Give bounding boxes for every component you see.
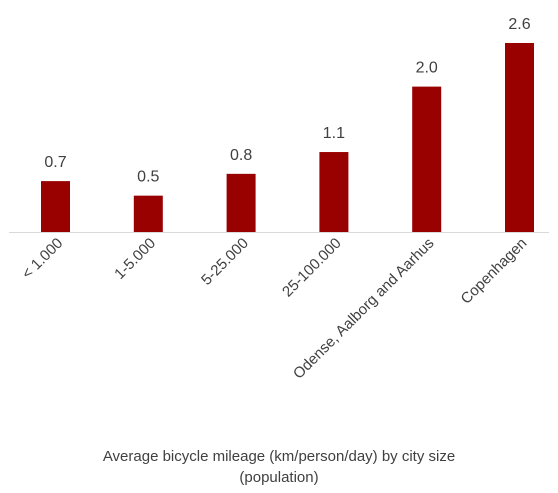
data-label-1: 0.5: [137, 169, 159, 186]
data-labels-group: 0.7 0.5 0.8 1.1 2.0 2.6: [44, 16, 530, 186]
category-label-1: 1-5.000: [111, 235, 159, 283]
data-label-4: 2.0: [416, 60, 438, 77]
data-label-0: 0.7: [44, 154, 66, 171]
data-label-2: 0.8: [230, 147, 252, 164]
bar-3: [319, 152, 349, 232]
bar-4: [412, 86, 442, 232]
category-label-5: Copenhagen: [458, 235, 531, 308]
bar-0: [41, 181, 70, 232]
category-label-3: 25-100.000: [279, 235, 345, 301]
bar-5: [505, 43, 534, 232]
bar-1: [133, 195, 163, 232]
x-axis-label-line-2: (population): [239, 469, 318, 486]
category-labels-group: < 1.000 1-5.000 5-25.000 25-100.000Odense, …: [19, 235, 531, 383]
bars-group: [41, 43, 534, 232]
category-label-0: < 1.000: [19, 235, 67, 283]
bar-2: [226, 173, 256, 232]
x-axis-label-line-1: Average bicycle mileage (km/person/day) …: [103, 448, 455, 465]
data-label-3: 1.1: [323, 125, 345, 142]
category-label-2: 5-25.000: [198, 235, 252, 289]
data-label-5: 2.6: [508, 16, 530, 33]
